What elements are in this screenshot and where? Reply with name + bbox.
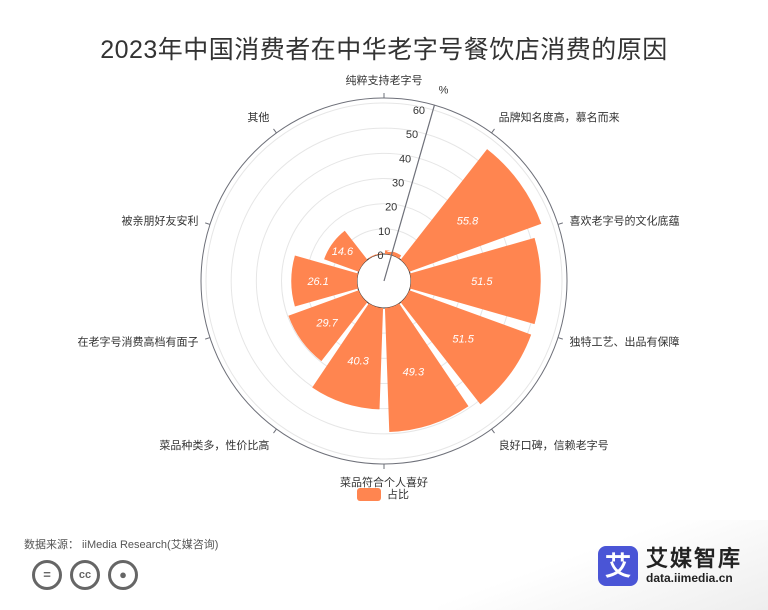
value-label-5: 40.3 (347, 356, 369, 368)
bar-3[interactable] (400, 290, 532, 405)
radial-unit: % (439, 84, 449, 96)
chart-title: 2023年中国消费者在中华老字号餐饮店消费的原因 (100, 36, 668, 64)
radial-tick-50: 50 (406, 129, 418, 141)
category-label-3: 独特工艺、出品有保障 (569, 334, 679, 348)
category-label-8: 被亲朋好友安利 (122, 214, 199, 228)
category-label-0: 纯粹支持老字号 (346, 73, 423, 87)
radial-axis-line (383, 104, 436, 282)
radial-tick-20: 20 (385, 202, 397, 214)
radial-tick-10: 10 (378, 226, 390, 238)
data-source: 数据来源： iiMedia Research(艾媒咨询) (24, 539, 219, 551)
value-label-2: 51.5 (471, 276, 493, 288)
value-label-4: 49.3 (403, 366, 425, 378)
brand-url: data.iimedia.cn (646, 571, 733, 585)
category-label-5: 菜品符合个人喜好 (340, 475, 428, 489)
value-label-7: 26.1 (306, 276, 328, 288)
value-label-8: 14.6 (332, 246, 354, 258)
bar-1[interactable] (400, 149, 542, 272)
angle-tick (557, 337, 563, 340)
radial-tick-30: 30 (392, 177, 404, 189)
legend[interactable]: 占比 (357, 486, 409, 502)
category-label-9: 其他 (247, 111, 269, 124)
radial-tick-60: 60 (413, 105, 425, 117)
radial-axis: 0 10 20 30 40 50 60% (377, 84, 449, 282)
radial-tick-0: 0 (377, 250, 383, 262)
value-label-3: 51.5 (452, 333, 474, 345)
bar-4[interactable] (384, 303, 469, 432)
angle-tick (491, 128, 495, 134)
angle-tick (273, 428, 277, 434)
bar-9[interactable] (368, 253, 384, 259)
equal-icon: = (32, 560, 62, 590)
person-icon: ● (108, 560, 138, 590)
category-label-7: 在老字号消费高档有面子 (78, 334, 199, 348)
brand-name: 艾媒智库 (646, 546, 743, 571)
value-label-9: 0.3 (366, 244, 382, 256)
radial-tick-40: 40 (399, 153, 411, 165)
angle-tick (557, 222, 563, 225)
value-label-0: 1.5 (387, 243, 403, 255)
bar-8[interactable] (324, 230, 368, 272)
category-label-4: 良好口碑，信赖老字号 (499, 438, 609, 452)
category-label-2: 喜欢老字号的文化底蕴 (569, 214, 679, 228)
value-labels: 1.5 55.8 51.5 51.5 49.3 40.3 29.7 26.1 14.6 0.3 (306, 215, 493, 378)
bar-7[interactable] (291, 255, 359, 307)
brand-logo: 艾 (598, 546, 638, 586)
cc-icon: cc (70, 560, 100, 590)
category-labels: 纯粹支持老字号品牌知名度高，慕名而来喜欢老字号的文化底蕴独特工艺、出品有保障良好… (78, 73, 680, 489)
bar-0[interactable] (384, 250, 402, 259)
bar-2[interactable] (409, 237, 541, 325)
legend-swatch (357, 487, 381, 501)
angle-tick (273, 128, 277, 134)
angle-tick (491, 428, 495, 434)
grid-ring (205, 102, 563, 460)
value-label-1: 55.8 (457, 215, 479, 227)
bar-6[interactable] (288, 290, 368, 362)
category-label-1: 品牌知名度高，慕名而来 (499, 110, 620, 124)
bar-series[interactable] (288, 149, 542, 432)
value-label-6: 29.7 (315, 317, 338, 329)
bar-5[interactable] (312, 303, 384, 410)
legend-label: 占比 (387, 489, 409, 501)
angle-tick (205, 337, 211, 340)
angle-tick (205, 222, 211, 225)
brand-block: 艾 艾媒智库 data.iimedia.cn (598, 546, 742, 586)
category-label-6: 菜品种类多，性价比高 (159, 438, 269, 452)
